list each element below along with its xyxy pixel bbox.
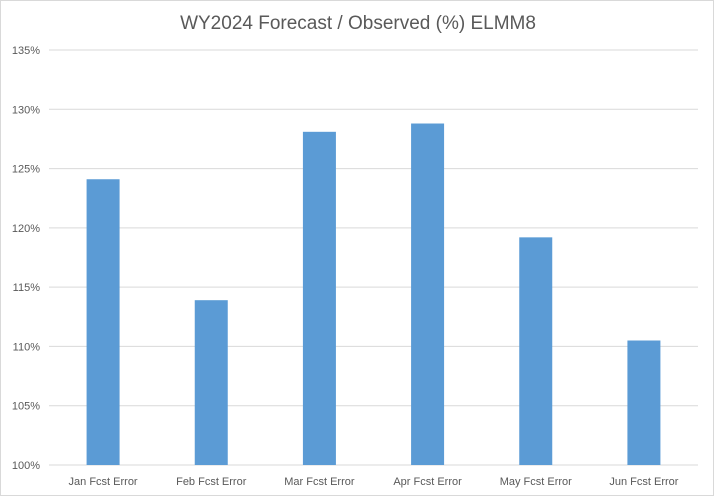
bar (519, 237, 553, 465)
x-tick-label: Jun Fcst Error (609, 476, 678, 488)
grid-layer (49, 49, 698, 466)
x-tick-label: Mar Fcst Error (284, 476, 355, 488)
x-axis-ticks: Jan Fcst Error Feb Fcst Error Mar Fcst Err… (69, 476, 679, 488)
bar-layer (86, 123, 661, 466)
x-tick-label: Jan Fcst Error (69, 476, 138, 488)
chart-title: WY2024 Forecast / Observed (%) ELMM8 (180, 13, 536, 34)
y-tick-label: 115% (13, 282, 41, 294)
x-tick-label: May Fcst Error (500, 476, 572, 488)
bar (194, 300, 228, 465)
y-tick-label: 135% (12, 45, 40, 57)
bar (411, 123, 445, 465)
y-tick-label: 130% (12, 104, 40, 116)
x-tick-label: Feb Fcst Error (176, 476, 247, 488)
bar (86, 179, 120, 465)
bar (627, 340, 661, 465)
y-tick-label: 105% (12, 401, 40, 413)
bar (302, 131, 336, 466)
x-tick-label: Apr Fcst Error (393, 476, 462, 488)
y-tick-label: 125% (12, 164, 40, 176)
y-tick-label: 120% (12, 223, 40, 235)
y-axis-ticks: 100% 105% 110% 115% 120% 125% 130% 135% (12, 45, 40, 472)
y-tick-label: 100% (12, 460, 40, 472)
y-tick-label: 110% (13, 341, 41, 353)
